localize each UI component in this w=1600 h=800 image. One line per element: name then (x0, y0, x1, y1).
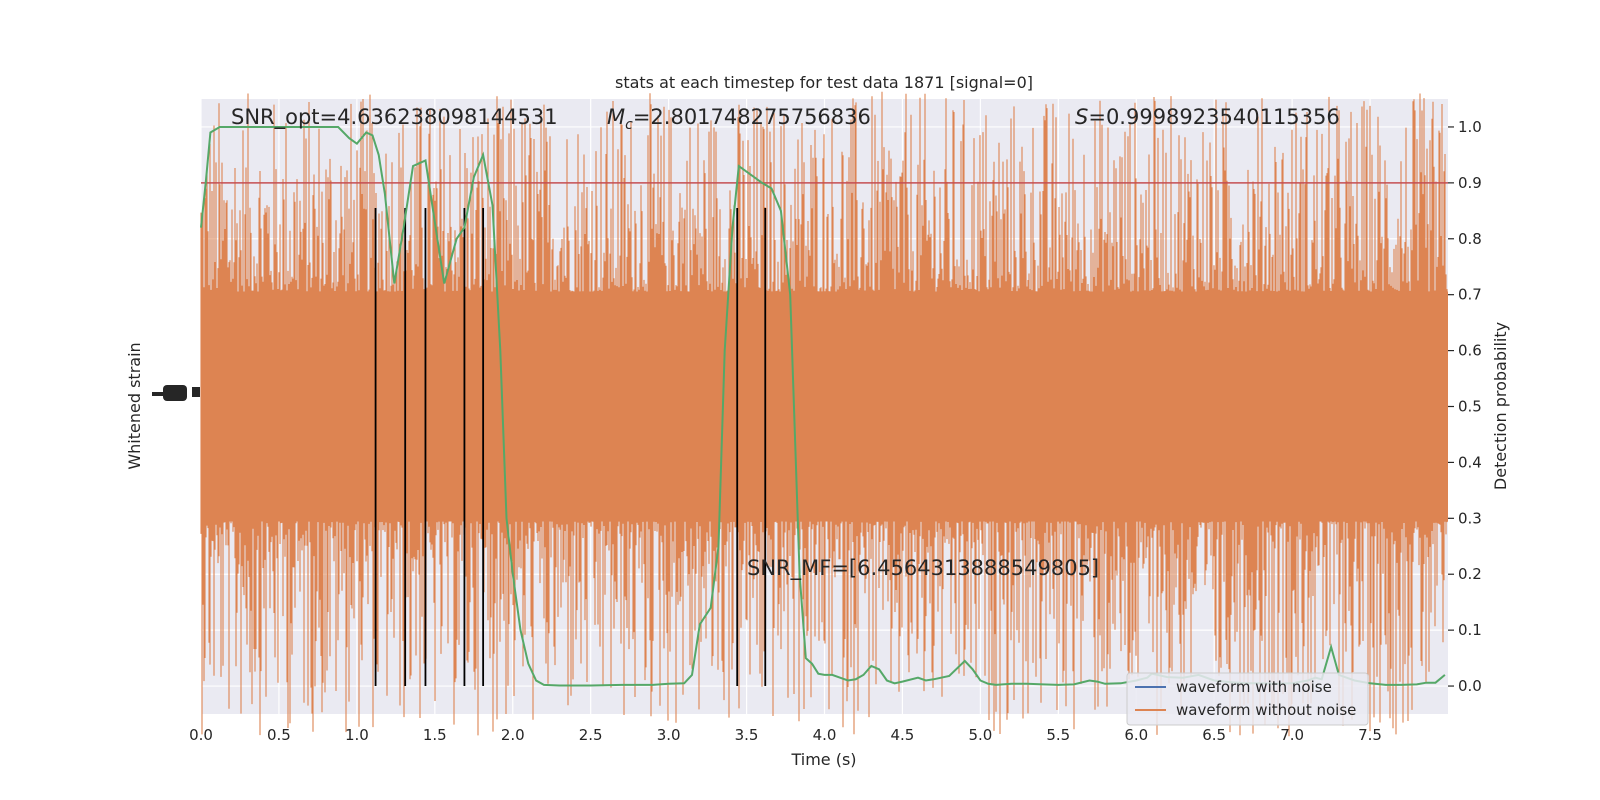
mc-annotation: Mc=2.801748275756836 (607, 105, 871, 133)
y-tick-label: 0.6 (1458, 342, 1482, 360)
x-tick-label: 5.0 (968, 726, 992, 744)
chart-title: stats at each timestep for test data 187… (615, 73, 1033, 92)
x-tick-label: 6.0 (1124, 726, 1148, 744)
x-tick-label: 3.0 (657, 726, 681, 744)
y-tick-label: 0.0 (1458, 677, 1482, 695)
x-tick-label: 3.5 (735, 726, 759, 744)
x-tick-label: 1.0 (345, 726, 369, 744)
right-axis-ticks: 0.0 0.1 0.2 0.3 0.4 0.5 0.6 0.7 0.8 0.9 1.0 (1448, 118, 1482, 695)
x-tick-label: 6.5 (1202, 726, 1226, 744)
waveform-without-noise-series (200, 91, 1448, 737)
mc-symbol: M (607, 105, 625, 129)
y-tick-label: 0.2 (1458, 565, 1482, 583)
s-symbol: S (1075, 105, 1088, 129)
legend-box (1126, 672, 1369, 726)
x-tick-label: 7.5 (1358, 726, 1382, 744)
y-tick-label: 0.9 (1458, 174, 1482, 192)
right-axis-label: Detection probability (1491, 322, 1510, 490)
x-tick-label: 0.5 (267, 726, 291, 744)
y-tick-label: 0.3 (1458, 509, 1482, 527)
x-tick-label: 2.5 (579, 726, 603, 744)
x-tick-label: 2.0 (501, 726, 525, 744)
legend: waveform with noise waveform without noi… (1126, 672, 1369, 726)
y-tick-label: 0.5 (1458, 398, 1482, 416)
y-tick-label: 0.8 (1458, 230, 1482, 248)
snr-opt-annotation: SNR_opt=4.636238098144531 (231, 105, 558, 130)
x-tick-label: 0.0 (189, 726, 213, 744)
mc-value: =2.801748275756836 (633, 105, 871, 129)
y-tick-label: 0.7 (1458, 286, 1482, 304)
snr-mf-annotation: SNR_MF=[6.4564313888549805] (747, 556, 1099, 581)
y-tick-label: 0.1 (1458, 621, 1482, 639)
x-tick-label: 5.5 (1046, 726, 1070, 744)
event-lines (374, 208, 767, 687)
legend-label-without-noise: waveform without noise (1176, 701, 1356, 719)
y-tick-label: 1.0 (1458, 118, 1482, 136)
mc-subscript: c (625, 117, 633, 133)
s-value: =0.9998923540115356 (1088, 105, 1339, 129)
strain-band-spikes (200, 91, 1448, 737)
x-tick-label: 4.0 (813, 726, 837, 744)
x-tick-label: 7.0 (1280, 726, 1304, 744)
left-axis-label: Whitened strain (125, 342, 144, 469)
x-axis-label: Time (s) (790, 750, 856, 769)
x-axis-ticks: 0.0 0.5 1.0 1.5 2.0 2.5 3.0 3.5 4.0 4.5 5.0 5.5 6.0 6… (189, 726, 1382, 744)
legend-label-with-noise: waveform with noise (1176, 678, 1332, 696)
x-tick-label: 4.5 (891, 726, 915, 744)
left-axis-collapsed-ticks (152, 385, 200, 401)
x-tick-label: 1.5 (423, 726, 447, 744)
y-tick-label: 0.4 (1458, 453, 1482, 471)
s-annotation: S=0.9998923540115356 (1075, 105, 1340, 129)
